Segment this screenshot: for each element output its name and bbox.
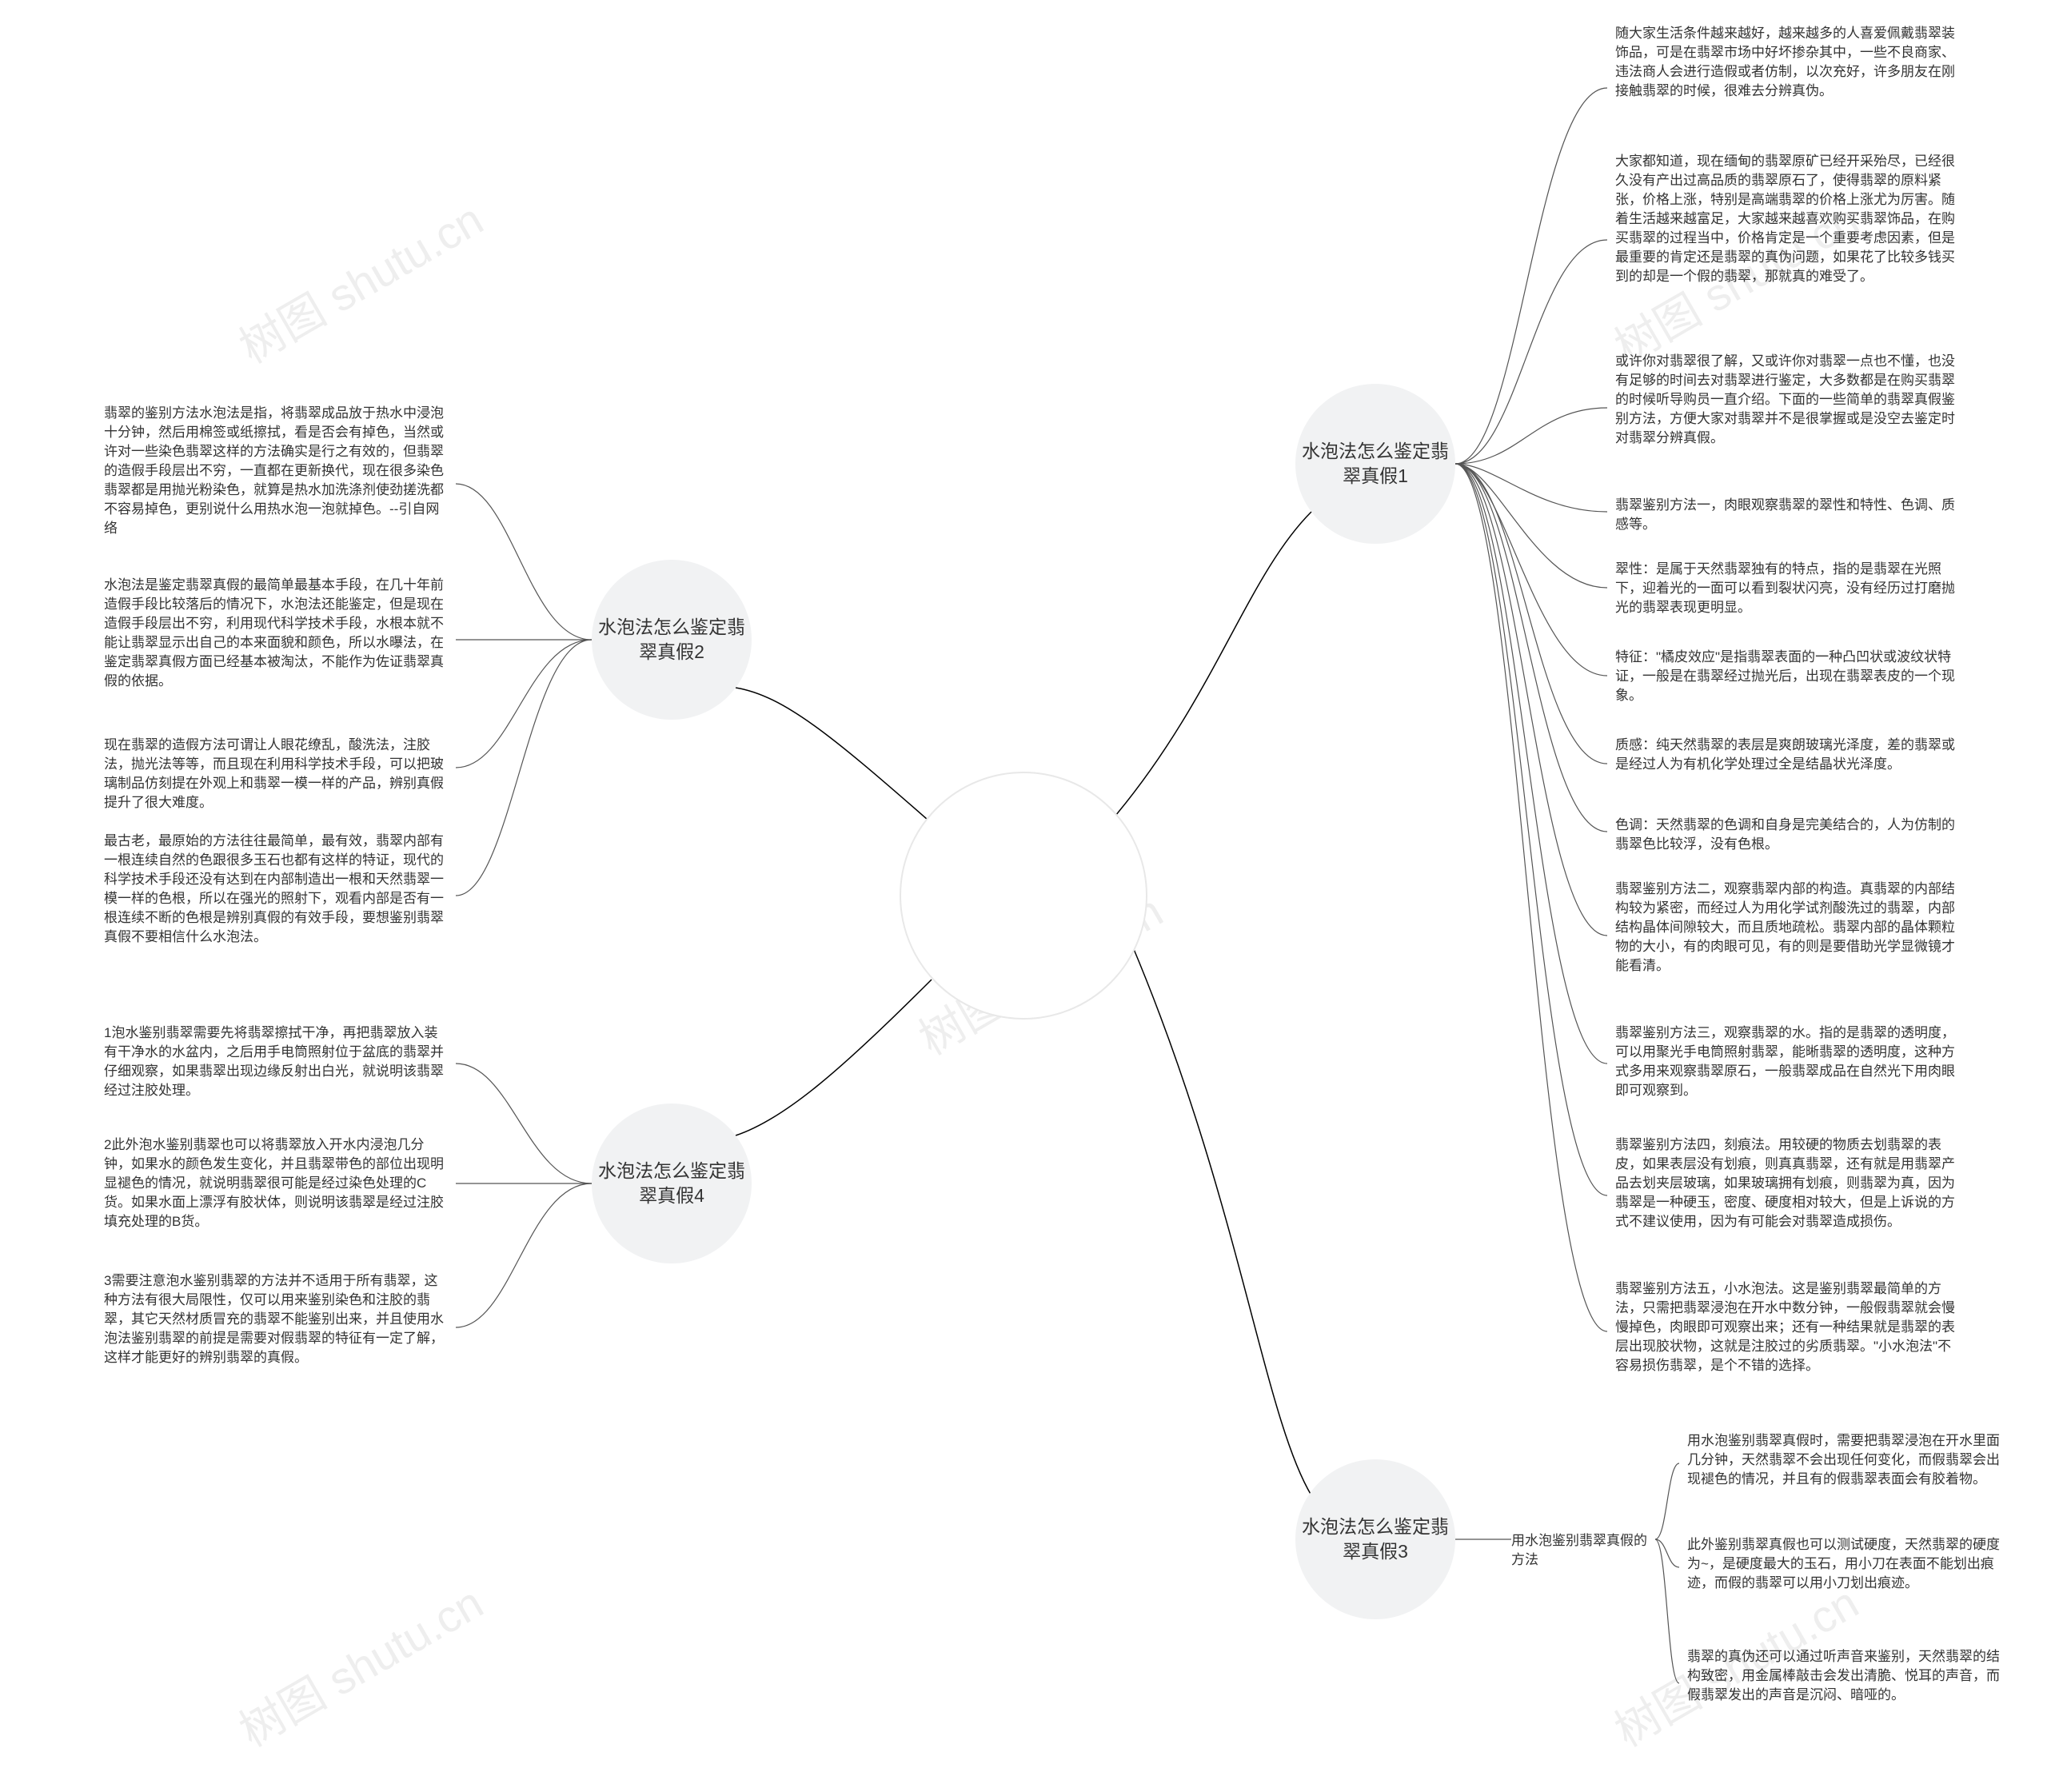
branch-label: 水泡法怎么鉴定翡翠真假4 [592, 1152, 752, 1215]
leaf-text: 水泡法是鉴定翡翠真假的最简单最基本手段，在几十年前造假手段比较落后的情况下，水泡… [104, 576, 448, 691]
leaf-text: 1泡水鉴别翡翠需要先将翡翠擦拭干净，再把翡翠放入装有干净水的水盆内，之后用手电筒… [104, 1024, 448, 1100]
watermark: 树图 shutu.cn [225, 185, 493, 377]
branch-label: 水泡法怎么鉴定翡翠真假1 [1295, 433, 1455, 495]
leaf-text: 此外鉴别翡翠真假也可以测试硬度，天然翡翠的硬度为~，是硬度最大的玉石，用小刀在表… [1687, 1535, 2007, 1593]
branch-node-4: 水泡法怎么鉴定翡翠真假4 [592, 1104, 752, 1263]
sublabel: 用水泡鉴别翡翠真假的方法 [1511, 1531, 1655, 1570]
leaf-text: 现在翡翠的造假方法可谓让人眼花缭乱，酸洗法，注胶法，抛光法等等，而且现在利用科学… [104, 736, 448, 812]
leaf-text: 翡翠鉴别方法二，观察翡翠内部的构造。真翡翠的内部结构较为紧密，而经过人为用化学试… [1615, 880, 1959, 976]
center-node [900, 772, 1147, 1020]
leaf-text: 翡翠鉴别方法四，刻痕法。用较硬的物质去划翡翠的表皮，如果表层没有划痕，则真真翡翠… [1615, 1135, 1959, 1231]
branch-node-1: 水泡法怎么鉴定翡翠真假1 [1295, 384, 1455, 544]
leaf-text: 色调：天然翡翠的色调和自身是完美结合的，人为仿制的翡翠色比较浮，没有色根。 [1615, 816, 1959, 854]
leaf-text: 特征："橘皮效应"是指翡翠表面的一种凸凹状或波纹状特证，一般是在翡翠经过抛光后，… [1615, 648, 1959, 705]
leaf-text: 或许你对翡翠很了解，又或许你对翡翠一点也不懂，也没有足够的时间去对翡翠进行鉴定，… [1615, 352, 1959, 448]
leaf-text: 翠性：是属于天然翡翠独有的特点，指的是翡翠在光照下，迎着光的一面可以看到裂状闪亮… [1615, 560, 1959, 617]
leaf-text: 翡翠鉴别方法一，肉眼观察翡翠的翠性和特性、色调、质感等。 [1615, 496, 1959, 534]
leaf-text: 随大家生活条件越来越好，越来越多的人喜爱佩戴翡翠装饰品，可是在翡翠市场中好坏掺杂… [1615, 24, 1959, 101]
leaf-text: 3需要注意泡水鉴别翡翠的方法并不适用于所有翡翠，这种方法有很大局限性，仅可以用来… [104, 1271, 448, 1367]
leaf-text: 最古老，最原始的方法往往最简单，最有效，翡翠内部有一根连续自然的色跟很多玉石也都… [104, 832, 448, 947]
center-label [1017, 889, 1030, 902]
leaf-text: 用水泡鉴别翡翠真假时，需要把翡翠浸泡在开水里面几分钟，天然翡翠不会出现任何变化，… [1687, 1431, 2007, 1489]
leaf-text: 质感：纯天然翡翠的表层是爽朗玻璃光泽度，差的翡翠或是经过人为有机化学处理过全是结… [1615, 736, 1959, 774]
branch-label: 水泡法怎么鉴定翡翠真假3 [1295, 1508, 1455, 1570]
branch-label: 水泡法怎么鉴定翡翠真假2 [592, 609, 752, 671]
leaf-text: 大家都知道，现在缅甸的翡翠原矿已经开采殆尽，已经很久没有产出过高品质的翡翠原石了… [1615, 152, 1959, 286]
leaf-text: 翡翠的真伪还可以通过听声音来鉴别，天然翡翠的结构致密，用金属棒敲击会发出清脆、悦… [1687, 1647, 2007, 1705]
leaf-text: 翡翠鉴别方法三，观察翡翠的水。指的是翡翠的透明度，可以用聚光手电筒照射翡翠，能晰… [1615, 1024, 1959, 1100]
leaf-text: 翡翠鉴别方法五，小水泡法。这是鉴别翡翠最简单的方法，只需把翡翠浸泡在开水中数分钟… [1615, 1279, 1959, 1375]
leaf-text: 翡翠的鉴别方法水泡法是指，将翡翠成品放于热水中浸泡十分钟，然后用棉签或纸擦拭，看… [104, 404, 448, 538]
branch-node-3: 水泡法怎么鉴定翡翠真假3 [1295, 1459, 1455, 1619]
branch-node-2: 水泡法怎么鉴定翡翠真假2 [592, 560, 752, 720]
leaf-text: 2此外泡水鉴别翡翠也可以将翡翠放入开水内浸泡几分钟，如果水的颜色发生变化，并且翡… [104, 1135, 448, 1231]
watermark: 树图 shutu.cn [225, 1568, 493, 1760]
